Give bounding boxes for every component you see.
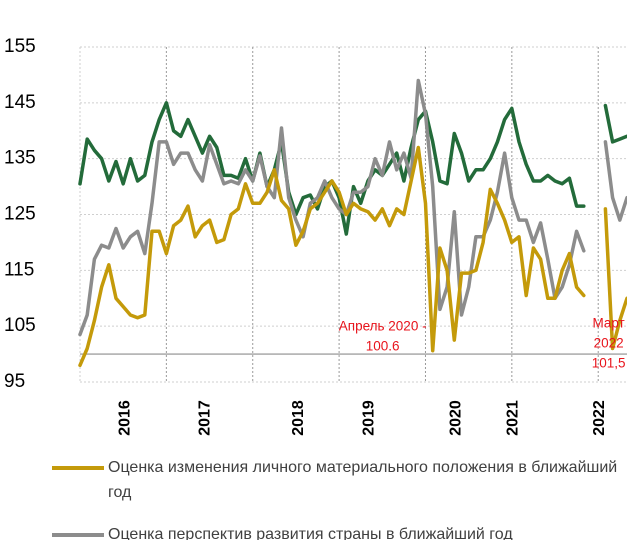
x-tick-label: 2017: [196, 400, 213, 436]
legend-swatch: [52, 533, 104, 537]
legend-item: Оценка перспектив развития страны в ближ…: [52, 522, 627, 540]
x-tick-label: 2016: [117, 400, 134, 436]
x-tick-label: 2018: [290, 400, 307, 436]
series-line: [78, 145, 627, 368]
y-tick-label: 145: [4, 92, 36, 113]
series-line: [78, 78, 627, 337]
x-tick-label: 2019: [361, 400, 378, 436]
annotation: 100.6: [366, 339, 400, 354]
legend-swatch: [52, 466, 104, 470]
y-tick-label: 135: [4, 148, 36, 169]
x-tick-label: 2022: [591, 400, 608, 436]
y-tick-label: 115: [4, 259, 34, 280]
annotation: Апрель 2020 -: [339, 319, 427, 334]
legend-item: Оценка изменения личного материального п…: [52, 455, 627, 505]
x-tick-label: 2020: [448, 400, 465, 436]
annotation: Март: [592, 316, 624, 331]
y-tick-label: 105: [4, 315, 36, 336]
y-tick-label: 125: [4, 204, 36, 225]
annotation: 101,5: [592, 356, 626, 371]
y-tick-label: 155: [4, 36, 36, 57]
legend-label: Оценка изменения личного материального п…: [108, 459, 618, 501]
y-tick-label: 95: [4, 371, 25, 392]
annotation: 2022: [594, 336, 624, 351]
x-tick-label: 2021: [505, 400, 522, 436]
legend-label: Оценка перспектив развития страны в ближ…: [108, 526, 513, 540]
chart: 95 105 115 125 135 145 155 2016 2017 2018 2019 2020…: [4, 36, 627, 436]
